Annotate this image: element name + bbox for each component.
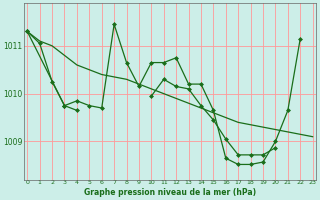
X-axis label: Graphe pression niveau de la mer (hPa): Graphe pression niveau de la mer (hPa) [84, 188, 256, 197]
